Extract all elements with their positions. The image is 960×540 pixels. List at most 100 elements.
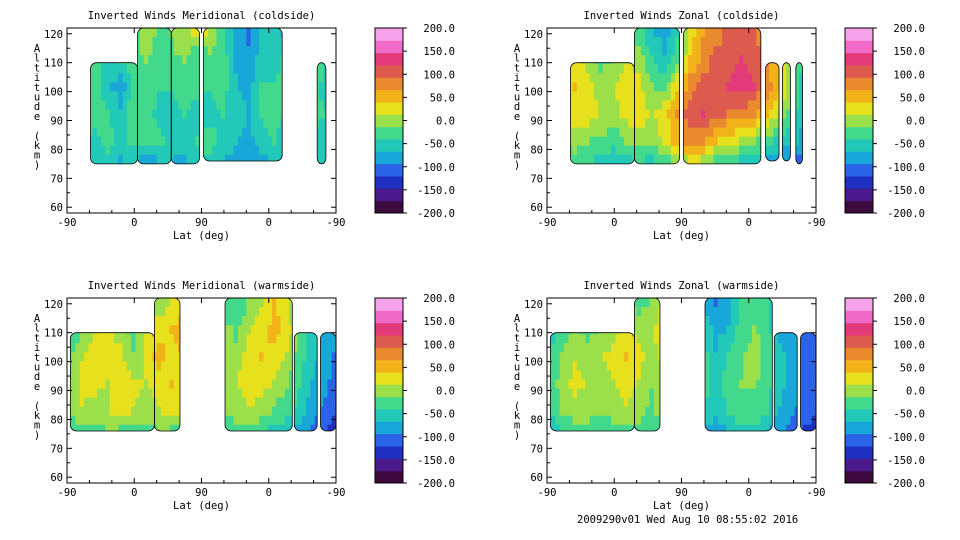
heat-cell	[769, 307, 774, 317]
heat-cell	[327, 352, 333, 363]
heat-cell	[585, 316, 591, 326]
heat-cell	[606, 28, 612, 38]
heat-cell	[88, 343, 94, 353]
heat-cell	[602, 325, 608, 335]
heat-cell	[709, 352, 715, 363]
heat-cell	[229, 145, 235, 156]
heat-cell	[568, 343, 574, 353]
heat-cell	[271, 316, 277, 326]
heat-cell	[662, 46, 668, 56]
colorbar-swatch	[375, 126, 403, 140]
heat-cell	[713, 379, 719, 390]
heat-cell	[726, 100, 732, 111]
heat-cell	[71, 388, 77, 399]
heat-cell	[790, 361, 796, 372]
heat-cell	[156, 64, 162, 74]
heat-cell	[581, 370, 587, 381]
heat-cell	[310, 100, 316, 111]
heat-cell	[576, 127, 582, 138]
heat-cell	[90, 136, 94, 147]
colorbar-label: -50.0	[893, 409, 925, 421]
heat-cell	[135, 388, 141, 399]
heat-cell	[683, 298, 689, 308]
heat-cell	[233, 145, 239, 156]
heat-cell	[84, 334, 89, 344]
heat-cell	[70, 388, 72, 399]
heat-cell	[96, 73, 102, 83]
heat-cell	[280, 73, 286, 83]
heat-cell	[611, 361, 616, 372]
heat-cell	[645, 298, 651, 308]
heat-cell	[237, 415, 243, 426]
x-tick-label: -90	[58, 487, 77, 499]
heat-cell	[576, 370, 582, 381]
heat-cell	[165, 154, 171, 164]
heat-cell	[640, 388, 646, 399]
heat-cell	[186, 145, 192, 156]
heat-cell	[118, 37, 124, 47]
heat-cell	[92, 64, 98, 74]
heat-cell	[105, 325, 111, 335]
heat-cell	[570, 55, 574, 65]
heat-cell	[683, 82, 689, 93]
heat-cell	[756, 361, 762, 372]
heat-cell	[649, 127, 655, 138]
heat-cell	[559, 334, 565, 344]
heat-cell	[229, 343, 235, 353]
heat-cell	[593, 352, 599, 363]
heat-cell	[263, 46, 269, 56]
heat-cell	[250, 370, 256, 381]
heat-cell	[143, 352, 149, 363]
heat-cell	[113, 127, 119, 138]
heat-cell	[645, 388, 651, 399]
chart-panel-1: Inverted Winds Meridional (coldside)-90 0…	[34, 10, 455, 242]
heat-cell	[700, 118, 706, 129]
heat-cell	[687, 127, 693, 138]
heat-cell	[75, 307, 81, 317]
heat-cell	[297, 352, 303, 363]
heat-cell	[704, 307, 710, 317]
heat-cell	[551, 406, 557, 417]
heat-cell	[555, 424, 561, 431]
heat-cell	[619, 154, 625, 164]
heat-cell	[113, 55, 119, 65]
heat-cell	[628, 145, 633, 156]
heat-cell	[96, 136, 102, 147]
heat-cell	[696, 343, 702, 353]
heat-cell	[105, 298, 111, 308]
heat-cell	[79, 406, 85, 417]
heat-cell	[169, 325, 175, 335]
heat-cell	[190, 388, 196, 399]
heat-cell	[289, 100, 294, 111]
heat-cell	[653, 334, 659, 344]
heat-cell	[80, 137, 85, 147]
heat-cell	[84, 46, 89, 56]
heat-cell	[722, 370, 727, 381]
heat-cell	[717, 91, 723, 102]
heat-cell	[216, 37, 222, 47]
heat-cell	[670, 145, 676, 156]
heat-cell	[284, 55, 290, 65]
heat-cell	[572, 406, 578, 417]
heat-cell	[259, 109, 265, 120]
colorbar-label: 200.0	[893, 293, 925, 305]
heat-cell	[323, 109, 326, 120]
heat-cell	[606, 46, 612, 56]
heat-cell	[131, 109, 136, 120]
heat-cell	[555, 343, 561, 353]
heat-cell	[559, 361, 565, 372]
heat-cell	[564, 28, 569, 38]
heat-cell	[585, 307, 591, 317]
data-region-outline	[293, 332, 318, 432]
heat-cell	[645, 316, 651, 326]
heat-cell	[165, 352, 171, 363]
heat-cell	[284, 370, 290, 381]
heat-cell	[301, 154, 307, 164]
heat-cell	[263, 82, 269, 93]
heat-cell	[556, 137, 561, 147]
heat-cell	[560, 146, 565, 156]
heat-cell	[293, 109, 299, 120]
heat-cell	[190, 100, 196, 111]
heat-cell	[71, 343, 77, 353]
heat-cell	[70, 325, 72, 335]
